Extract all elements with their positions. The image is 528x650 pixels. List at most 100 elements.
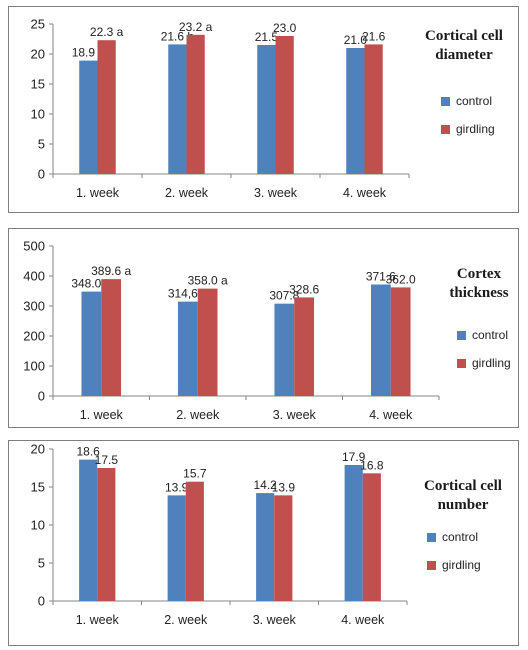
y-tick-label: 10 <box>31 107 45 122</box>
legend-swatch-control <box>457 330 466 340</box>
bar-girdling <box>390 287 411 396</box>
data-label: 21.6 b <box>161 29 195 43</box>
data-label: 358.0 a <box>188 274 228 288</box>
bar-girdling <box>197 288 218 396</box>
legend: control girdling <box>427 529 481 585</box>
y-tick-label: 0 <box>38 167 45 182</box>
y-tick-label: 15 <box>31 77 45 92</box>
x-tick-label: 2. week <box>165 186 209 200</box>
x-tick-label: 3. week <box>273 408 317 422</box>
bar-control <box>274 303 295 396</box>
chart-panel-diameter: 0 5 10 15 20 25 1. week 18.9 b 22.3 a 2. week 21.6… <box>8 6 519 213</box>
data-label: 371.6 <box>366 270 396 284</box>
data-label: 15.7 <box>183 467 207 481</box>
legend-item-control: control <box>427 529 481 545</box>
data-label: 13.9 <box>165 480 189 494</box>
bar-control <box>256 493 275 601</box>
chart-title: Cortical cell diameter <box>409 27 519 65</box>
x-tick-label: 2. week <box>164 613 208 627</box>
data-label: 362.0 <box>386 272 416 286</box>
chart-title-line-2: number <box>437 497 489 513</box>
chart-title-line-2: diameter <box>435 47 493 63</box>
legend-label-control: control <box>456 94 493 108</box>
chart-title: Cortex thickness <box>439 265 519 303</box>
legend-item-control: control <box>457 327 511 343</box>
y-tick-label: 20 <box>31 442 45 457</box>
data-label: 328.6 <box>289 282 319 296</box>
bar-control <box>346 48 365 174</box>
x-tick-label: 2. week <box>176 408 220 422</box>
bar-girdling <box>97 468 116 601</box>
data-label: 21.6 <box>362 29 386 43</box>
bar-girdling <box>97 40 116 175</box>
bar-girdling <box>294 297 315 396</box>
data-label: 17.5 <box>95 453 119 467</box>
bar-control <box>344 464 363 601</box>
legend: control girdling <box>441 93 495 149</box>
legend-item-control: control <box>441 93 495 109</box>
y-tick-label: 0 <box>38 389 45 404</box>
data-label: 14.2 <box>253 478 277 492</box>
x-tick-label: 3. week <box>254 186 298 200</box>
data-label: 23.2 a <box>179 20 213 34</box>
data-label: 13.9 <box>272 480 296 494</box>
legend-swatch-control <box>441 96 450 106</box>
data-label: 23.0 <box>273 21 297 35</box>
data-label: 16.8 <box>360 458 384 472</box>
bar-control <box>167 495 186 601</box>
bar-girdling <box>275 36 294 174</box>
data-label: 18.6 <box>76 445 100 459</box>
y-tick-label: 500 <box>23 239 45 254</box>
legend-swatch-girdling <box>457 358 466 368</box>
legend-label-control: control <box>472 328 509 342</box>
chart-title-line-1: Cortex <box>456 266 502 282</box>
data-label: 18.9 b <box>72 46 106 60</box>
bar-girdling <box>186 34 205 174</box>
data-label: 21.5 <box>255 30 279 44</box>
legend-label-control: control <box>442 530 479 544</box>
bar-control <box>257 45 276 174</box>
chart-panel-thickness: 0 100 200 300 400 500 1. week 348.0 b 389.6 a 2. … <box>8 228 519 428</box>
legend-item-girdling: girdling <box>441 121 495 137</box>
y-tick-label: 15 <box>31 480 45 495</box>
chart-title: Cortical cell number <box>407 477 519 515</box>
bar-control <box>177 301 198 396</box>
x-tick-label: 3. week <box>253 613 297 627</box>
bar-control <box>79 60 98 174</box>
legend-item-girdling: girdling <box>457 355 511 371</box>
bar-control <box>168 44 187 175</box>
data-label: 389.6 a <box>91 264 131 278</box>
x-tick-label: 4. week <box>369 408 413 422</box>
x-tick-label: 1. week <box>76 613 120 627</box>
y-tick-label: 10 <box>31 518 45 533</box>
chart-svg: 0 5 10 15 20 25 1. week 18.9 b 22.3 a 2. week 21.6… <box>31 17 410 200</box>
y-tick-label: 100 <box>23 359 45 374</box>
legend-label-girdling: girdling <box>472 356 511 370</box>
bar-girdling <box>101 279 122 396</box>
y-tick-label: 20 <box>31 47 45 62</box>
x-tick-label: 1. week <box>80 408 124 422</box>
bar-control <box>370 284 391 396</box>
chart-title-line-1: Cortical cell <box>424 478 502 494</box>
bar-girdling <box>364 44 383 175</box>
legend: control girdling <box>457 327 511 383</box>
legend-item-girdling: girdling <box>427 557 481 573</box>
y-tick-label: 400 <box>23 269 45 284</box>
y-tick-label: 25 <box>31 17 45 32</box>
chart-title-line-2: thickness <box>449 285 509 301</box>
chart-panel-number: 0 5 10 15 20 1. week 18.6 17.5 2. week 13.9 15.7 3.… <box>8 440 519 646</box>
legend-swatch-control <box>427 532 436 542</box>
chart-title-line-1: Cortical cell <box>425 28 503 44</box>
data-label: 22.3 a <box>90 25 124 39</box>
y-tick-label: 0 <box>38 594 45 609</box>
legend-swatch-girdling <box>427 560 436 570</box>
bar-girdling <box>362 473 381 601</box>
data-label: 17.9 <box>342 450 366 464</box>
x-tick-label: 4. week <box>341 613 385 627</box>
y-tick-label: 200 <box>23 329 45 344</box>
data-label: 307.8 <box>269 289 299 303</box>
bar-control <box>79 459 98 601</box>
y-tick-label: 5 <box>38 556 45 571</box>
